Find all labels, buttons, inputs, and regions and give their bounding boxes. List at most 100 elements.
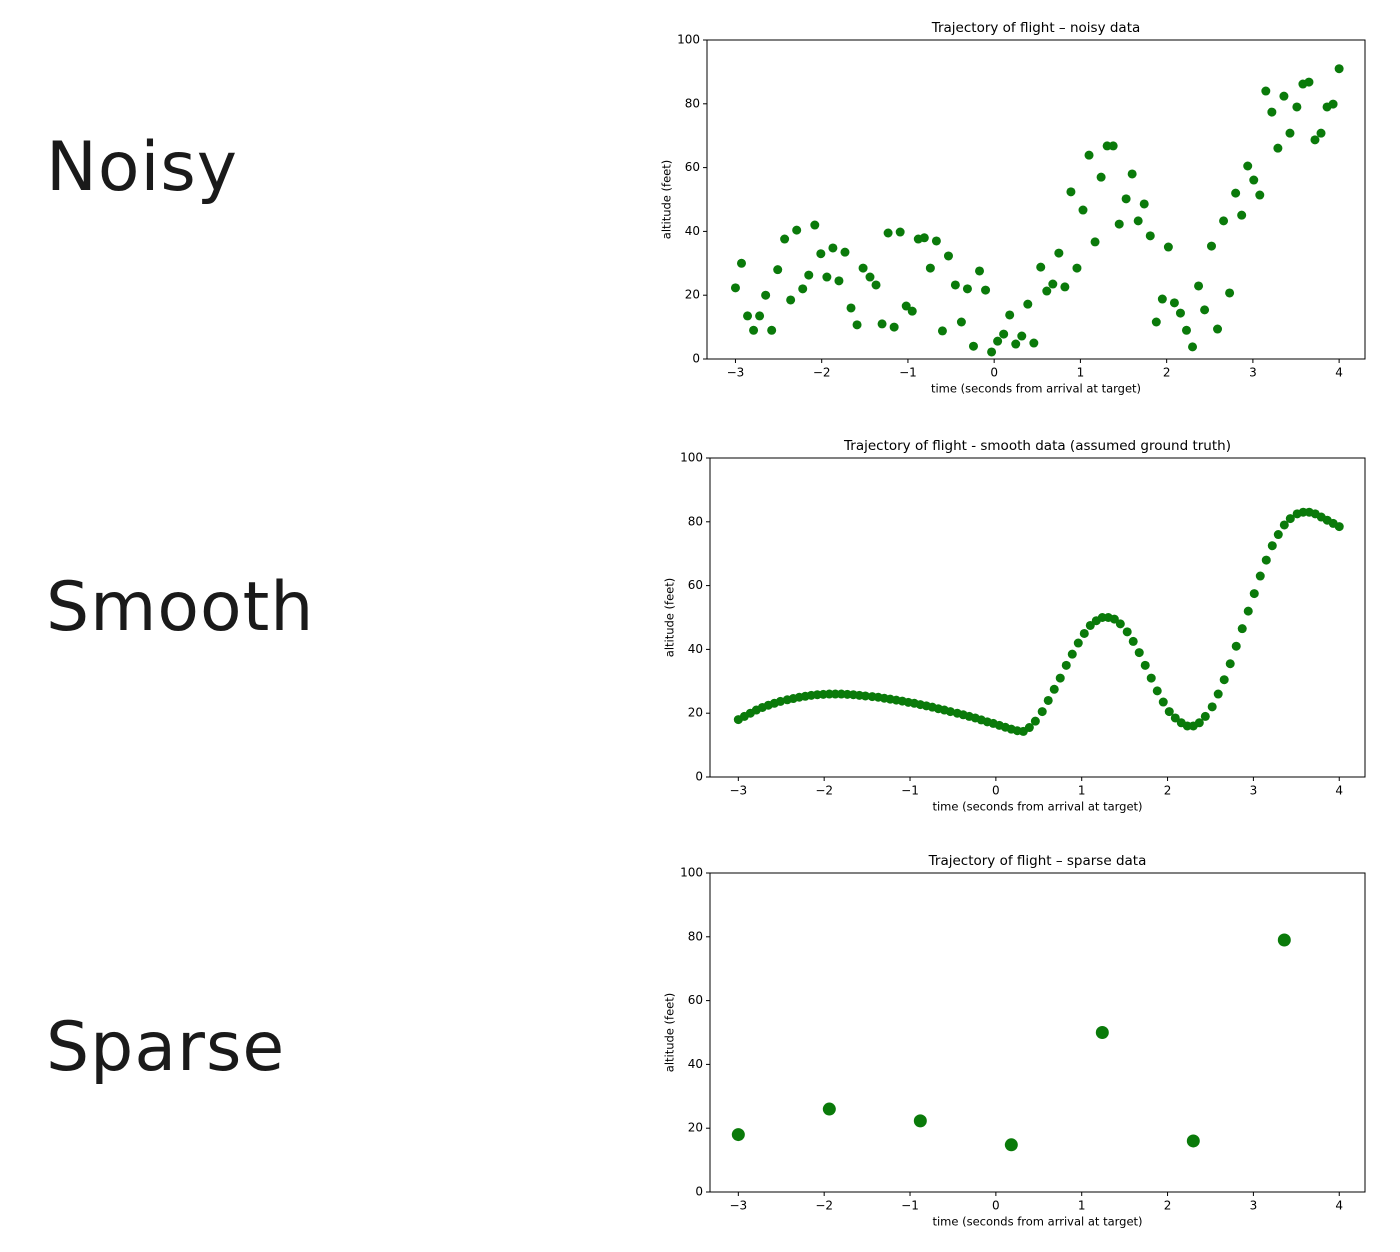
data-point <box>889 322 899 332</box>
x-tick-label: 3 <box>1250 1199 1258 1213</box>
y-tick-label: 0 <box>692 352 700 366</box>
data-point <box>871 280 881 290</box>
data-point <box>895 227 905 237</box>
y-tick-label: 80 <box>688 929 703 943</box>
y-tick-label: 0 <box>695 770 703 784</box>
chart-title: Trajectory of flight - smooth data (assu… <box>843 438 1231 454</box>
data-point <box>1316 128 1326 138</box>
data-point <box>1334 64 1344 74</box>
data-point <box>761 290 771 300</box>
data-point <box>1164 707 1174 717</box>
x-tick-label: 0 <box>992 1199 1000 1213</box>
data-point <box>1067 649 1077 659</box>
data-point <box>1213 689 1223 699</box>
x-tick-label: 4 <box>1335 1199 1343 1213</box>
data-point <box>1095 1026 1109 1039</box>
x-axis-label: time (seconds from arrival at target) <box>932 1215 1142 1229</box>
data-point <box>1249 175 1259 185</box>
data-point <box>968 341 978 351</box>
data-point <box>1115 619 1125 629</box>
data-point <box>1042 286 1052 296</box>
data-point <box>1152 686 1162 696</box>
x-tick-label: 3 <box>1250 784 1258 798</box>
data-point <box>1073 638 1083 648</box>
y-tick-label: 100 <box>680 866 703 880</box>
y-tick-label: 40 <box>688 642 703 656</box>
y-tick-label: 100 <box>677 33 700 47</box>
data-point <box>773 265 783 275</box>
chart: Trajectory of flight – noisy data0204060… <box>660 20 1366 396</box>
data-point <box>828 243 838 253</box>
data-point <box>1231 641 1241 651</box>
data-point <box>798 284 808 294</box>
data-point <box>1231 188 1241 198</box>
section-label: Noisy <box>46 128 239 207</box>
data-point <box>1213 324 1223 334</box>
x-tick-label: 0 <box>990 366 998 380</box>
x-tick-label: 1 <box>1077 366 1085 380</box>
data-point <box>865 272 875 282</box>
data-point <box>962 284 972 294</box>
y-tick-label: 60 <box>688 993 703 1007</box>
data-point <box>1186 1134 1200 1148</box>
x-tick-label: −1 <box>899 366 917 380</box>
data-point <box>1072 263 1082 273</box>
x-tick-label: −3 <box>729 784 747 798</box>
data-point <box>1158 697 1168 707</box>
data-point <box>1255 571 1265 581</box>
data-point <box>1030 716 1040 726</box>
data-point <box>1090 237 1100 247</box>
data-point <box>1267 541 1277 551</box>
y-tick-label: 60 <box>685 160 700 174</box>
data-point <box>1163 242 1173 252</box>
data-point <box>993 336 1003 346</box>
data-point <box>1096 172 1106 182</box>
data-point <box>1261 555 1271 565</box>
x-tick-label: −1 <box>901 784 919 798</box>
y-tick-label: 80 <box>688 514 703 528</box>
data-point <box>1243 161 1253 171</box>
data-point <box>1017 331 1027 341</box>
data-point <box>1225 288 1235 298</box>
data-point <box>1060 282 1070 292</box>
data-point <box>743 311 753 321</box>
data-point <box>780 234 790 244</box>
data-point <box>907 306 917 316</box>
data-point <box>1292 102 1302 112</box>
data-point <box>1206 241 1216 251</box>
data-point <box>852 320 862 330</box>
data-point <box>1304 77 1314 87</box>
data-point <box>1061 660 1071 670</box>
data-point <box>1037 707 1047 717</box>
data-point <box>1255 190 1265 200</box>
data-point <box>1005 310 1015 320</box>
x-tick-label: −3 <box>727 366 745 380</box>
data-point <box>1079 628 1089 638</box>
data-point <box>1127 169 1137 179</box>
data-point <box>1267 107 1277 117</box>
y-tick-label: 40 <box>688 1057 703 1071</box>
data-point <box>1085 620 1095 630</box>
x-tick-label: 1 <box>1078 1199 1086 1213</box>
data-point <box>810 220 820 230</box>
plot-frame <box>709 457 1366 778</box>
data-point <box>767 325 777 335</box>
x-axis-label: time (seconds from arrival at target) <box>932 800 1142 814</box>
data-point <box>975 266 985 276</box>
data-point <box>1048 279 1058 289</box>
chart: Trajectory of flight - smooth data (assu… <box>663 438 1366 814</box>
data-point <box>816 249 826 259</box>
data-point <box>1004 1138 1018 1152</box>
data-point <box>1279 520 1289 530</box>
data-point <box>1285 514 1295 524</box>
data-point <box>1157 294 1167 304</box>
y-tick-label: 60 <box>688 578 703 592</box>
data-point <box>1225 659 1235 669</box>
y-tick-label: 100 <box>680 451 703 465</box>
section-label: Sparse <box>46 1008 286 1087</box>
data-point <box>1145 231 1155 241</box>
data-point <box>1207 702 1217 712</box>
data-point <box>822 1102 836 1116</box>
data-point <box>937 326 947 336</box>
chart-title: Trajectory of flight – noisy data <box>931 20 1141 36</box>
